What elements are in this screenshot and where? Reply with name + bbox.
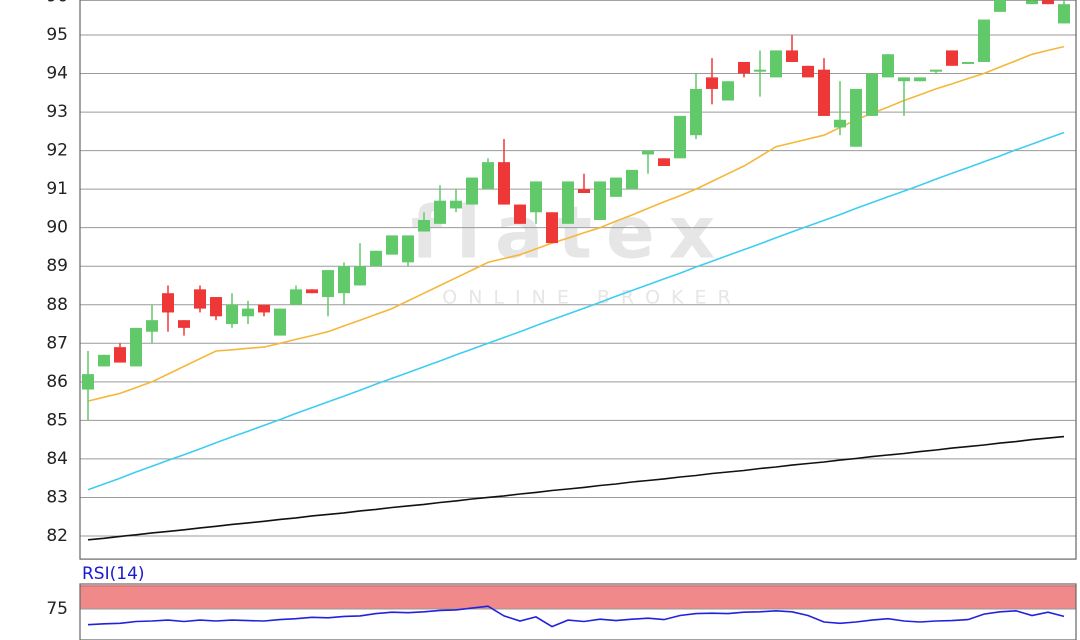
candle-body — [914, 77, 926, 82]
y-tick-label: 92 — [46, 141, 68, 161]
candle-body — [802, 65, 814, 78]
candle-body — [658, 158, 670, 167]
y-tick-label: 85 — [46, 410, 68, 430]
y-tick-label: 89 — [46, 256, 68, 276]
candle-body — [1026, 0, 1038, 5]
candle-body — [274, 308, 286, 336]
candle-body — [258, 304, 270, 313]
candle-body — [82, 374, 94, 390]
candle-body — [546, 212, 558, 244]
candle-body — [194, 289, 206, 309]
candle-body — [1058, 4, 1070, 24]
candle-body — [146, 320, 158, 332]
moving-average — [87, 45, 1065, 402]
y-tick-label: 93 — [46, 102, 68, 122]
y-tick-label: 91 — [46, 179, 68, 199]
candle-body — [98, 354, 110, 367]
candle-body — [722, 81, 734, 101]
candle-body — [418, 219, 430, 232]
candle-body — [178, 320, 190, 328]
candle-body — [882, 54, 894, 78]
candle-body — [210, 297, 222, 317]
candle-body — [338, 266, 350, 294]
candle-body — [706, 77, 718, 89]
candle-body — [114, 347, 126, 363]
y-tick-label: 87 — [46, 333, 68, 353]
y-tick-label: 82 — [46, 526, 68, 546]
plot-frame — [79, 583, 1077, 640]
candle-body — [642, 150, 654, 155]
candle-body — [754, 69, 766, 72]
candle-body — [514, 204, 526, 224]
candle-body — [242, 308, 254, 317]
candle-body — [402, 235, 414, 263]
candle-body — [818, 69, 830, 116]
candle-body — [354, 266, 366, 286]
candle-body — [530, 181, 542, 213]
candle-body — [322, 270, 334, 298]
rsi-title: RSI(14) — [82, 564, 145, 584]
candle-body — [738, 61, 750, 74]
candle-body — [498, 162, 510, 205]
candle-body — [610, 177, 622, 197]
candle-body — [690, 88, 702, 136]
y-tick-label: 90 — [46, 218, 68, 238]
candle-body — [770, 50, 782, 78]
candle-body — [594, 181, 606, 220]
candle-body — [482, 162, 494, 190]
y-tick-label: 96 — [46, 0, 68, 6]
candle-body — [850, 88, 862, 147]
candle-body — [1042, 0, 1054, 5]
y-tick-label: 95 — [46, 25, 68, 45]
watermark-sub: ONLINE BROKER — [442, 287, 741, 309]
candle-body — [162, 293, 174, 313]
candle-body — [834, 119, 846, 128]
candle-body — [562, 181, 574, 224]
y-tick-label: 88 — [46, 295, 68, 315]
candle-body — [866, 73, 878, 116]
candle-body — [674, 115, 686, 159]
candle-body — [898, 77, 910, 82]
candle-body — [930, 69, 942, 72]
candle-body — [786, 50, 798, 62]
candle-body — [370, 250, 382, 267]
candle-body — [290, 289, 302, 305]
candle-body — [978, 19, 990, 62]
candle-body — [466, 177, 478, 205]
y-tick-label: 86 — [46, 372, 68, 392]
candle-body — [578, 189, 590, 193]
y-tick-label: 94 — [46, 64, 68, 84]
candle-body — [450, 200, 462, 209]
candle-body — [946, 50, 958, 66]
candle-body — [994, 0, 1006, 12]
candle-body — [434, 200, 446, 224]
candle-body — [962, 61, 974, 64]
candle-body — [626, 169, 638, 190]
overbought-band — [79, 585, 1077, 610]
rsi-line — [87, 605, 1065, 628]
moving-average — [87, 435, 1065, 541]
plot-frame — [79, 0, 1077, 560]
candle-body — [130, 327, 142, 367]
candle-body — [226, 304, 238, 325]
candle-body — [306, 289, 318, 294]
y-tick-label: 84 — [46, 449, 68, 469]
candle-body — [386, 235, 398, 255]
y-tick-label: 83 — [46, 487, 68, 507]
moving-average — [87, 131, 1065, 491]
y-tick-label: 75 — [46, 599, 68, 619]
